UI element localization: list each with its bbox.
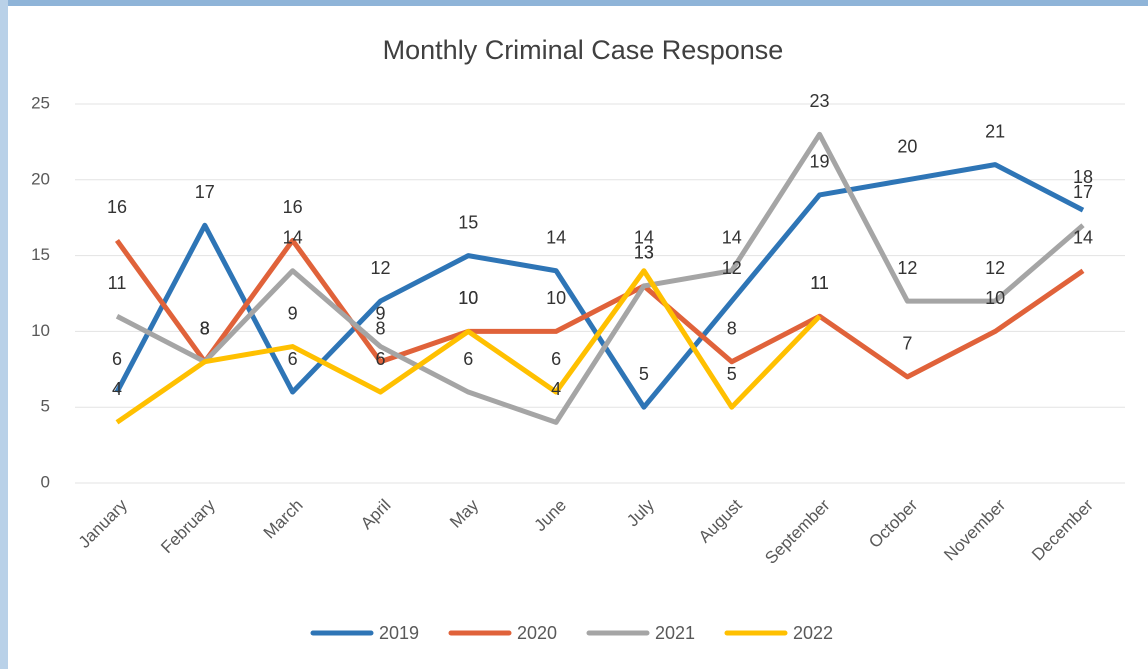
frame-left <box>0 0 8 669</box>
data-label: 17 <box>1073 182 1093 202</box>
y-tick-label: 5 <box>41 397 50 416</box>
data-label: 14 <box>546 228 566 248</box>
legend-label: 2019 <box>379 623 419 643</box>
data-label: 4 <box>551 379 561 399</box>
data-label: 19 <box>810 152 830 172</box>
data-label: 6 <box>551 349 561 369</box>
legend-label: 2022 <box>793 623 833 643</box>
legend: 2019 2020 2021 2022 <box>310 623 833 643</box>
grid: 0 5 10 15 20 25 <box>31 93 1125 491</box>
data-label: 10 <box>546 288 566 308</box>
series-line <box>114 162 1085 410</box>
legend-label: 2020 <box>517 623 557 643</box>
data-label: 6 <box>375 349 385 369</box>
frame-top <box>0 0 1148 6</box>
data-label: 14 <box>1073 228 1093 248</box>
data-label: 12 <box>370 258 390 278</box>
data-label: 12 <box>722 258 742 278</box>
data-label: 5 <box>639 364 649 384</box>
data-label: 14 <box>283 228 303 248</box>
y-tick-label: 15 <box>31 245 50 264</box>
data-label: 15 <box>458 212 478 232</box>
legend-label: 2021 <box>655 623 695 643</box>
series-lines <box>114 131 1085 425</box>
data-label: 20 <box>897 137 917 157</box>
y-tick-label: 25 <box>31 93 50 112</box>
data-label: 10 <box>458 288 478 308</box>
data-label: 10 <box>985 288 1005 308</box>
data-label: 8 <box>200 318 210 338</box>
data-label: 8 <box>200 318 210 338</box>
data-label: 9 <box>375 303 385 323</box>
data-label: 6 <box>112 349 122 369</box>
series-line <box>114 237 1085 380</box>
data-label: 17 <box>195 182 215 202</box>
data-label: 12 <box>897 258 917 278</box>
y-tick-label: 20 <box>31 169 50 188</box>
y-tick-label: 0 <box>41 472 50 491</box>
data-label: 4 <box>112 379 122 399</box>
data-label: 8 <box>200 318 210 338</box>
data-label: 12 <box>985 258 1005 278</box>
data-label: 18 <box>1073 167 1093 187</box>
data-label: 8 <box>727 318 737 338</box>
data-label: 16 <box>107 197 127 217</box>
data-label: 13 <box>634 243 654 263</box>
data-label: 16 <box>283 197 303 217</box>
data-label: 11 <box>810 273 829 293</box>
data-label: 8 <box>375 318 385 338</box>
data-label: 7 <box>902 334 912 354</box>
data-label: 5 <box>727 364 737 384</box>
y-tick-label: 10 <box>31 321 50 340</box>
data-label: 6 <box>288 349 298 369</box>
data-label: 10 <box>458 288 478 308</box>
data-label: 11 <box>810 273 829 293</box>
data-label: 11 <box>108 273 127 293</box>
data-label: 13 <box>634 243 654 263</box>
chart-title: Monthly Criminal Case Response <box>383 35 784 65</box>
data-label: 14 <box>634 228 654 248</box>
data-labels: 6 17 6 12 15 14 5 12 19 20 21 18 16 8 16 8 10 10 13 8 11 7 10 1… <box>107 91 1093 399</box>
data-label: 23 <box>810 91 830 111</box>
data-label: 9 <box>288 303 298 323</box>
series-line <box>115 131 1085 425</box>
data-label: 6 <box>463 349 473 369</box>
data-label: 21 <box>985 121 1005 141</box>
data-label: 14 <box>722 228 742 248</box>
series-line <box>115 268 822 425</box>
